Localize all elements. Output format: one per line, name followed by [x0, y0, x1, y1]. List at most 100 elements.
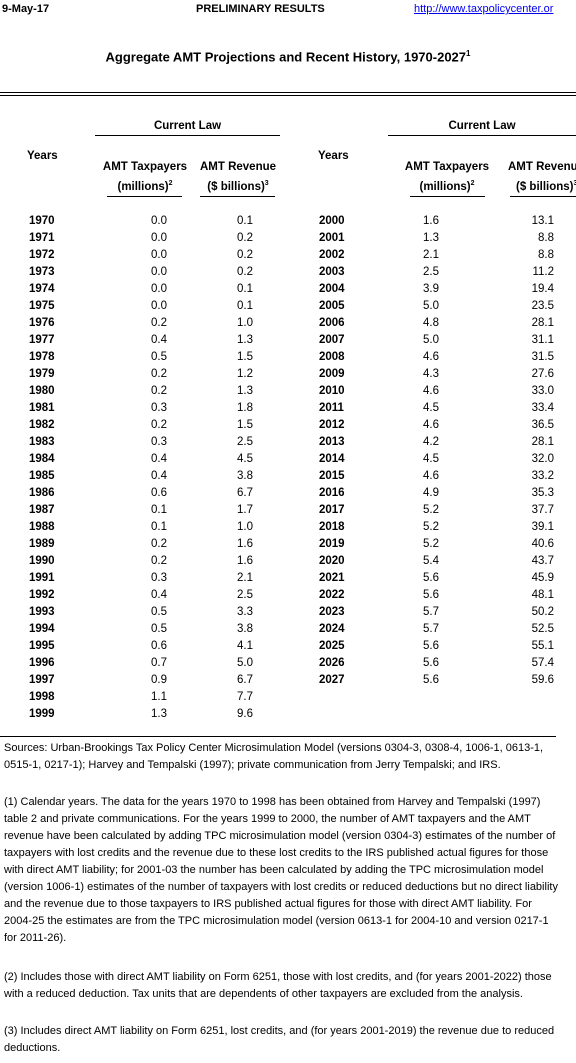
right-table-row: 2009 4.3 27.6: [0, 368, 576, 385]
right-year-cell: 2021: [319, 572, 345, 584]
right-year-cell: 2004: [319, 283, 345, 295]
right-revenue-cell: 28.1: [531, 436, 554, 448]
left-revenue-cell: 3.8: [237, 623, 253, 635]
right-taxpayers-cell: 4.9: [423, 487, 439, 499]
right-revenue-cell: 48.1: [531, 589, 554, 601]
left-table-row: 1997 0.9 6.7: [0, 674, 576, 691]
report-date: 9-May-17: [2, 3, 50, 15]
right-taxpayers-cell: 5.2: [423, 521, 439, 533]
right-year-cell: 2006: [319, 317, 345, 329]
right-table-row: 2018 5.2 39.1: [0, 521, 576, 538]
footnote-3: (3) Includes direct AMT liability on For…: [4, 1025, 555, 1054]
right-taxpayers-cell: 2.5: [423, 266, 439, 278]
left-revenue-header-2: ($ billions)3: [193, 180, 283, 193]
right-revenue-cell: 28.1: [531, 317, 554, 329]
right-taxpayers-cell: 4.3: [423, 368, 439, 380]
right-group-label: Current Law: [448, 120, 516, 132]
left-taxpayers-footnote: 2: [168, 180, 173, 187]
left-taxpayers-cell: 0.0: [151, 283, 167, 295]
right-revenue-cell: 27.6: [531, 368, 554, 380]
top-rule: [0, 92, 576, 93]
right-years-label: Years: [318, 150, 349, 162]
right-group-rule: [388, 135, 576, 136]
left-table-row: 1986 0.6 6.7: [0, 487, 576, 504]
left-table-row: 1995 0.6 4.1: [0, 640, 576, 657]
left-year-cell: 1979: [29, 368, 55, 380]
right-table-row: 2014 4.5 32.0: [0, 453, 576, 470]
right-taxpayers-rule: [410, 196, 485, 197]
right-revenue-cell: 50.2: [531, 606, 554, 618]
left-revenue-cell: 6.7: [237, 674, 253, 686]
right-revenue-cell: 31.1: [531, 334, 554, 346]
right-year-cell: 2015: [319, 470, 345, 482]
bottom-rule: [0, 736, 556, 737]
left-table-row: 1977 0.4 1.3: [0, 334, 576, 351]
left-taxpayers-cell: 1.1: [151, 691, 167, 703]
right-year-cell: 2027: [319, 674, 345, 686]
right-revenue-rule: [510, 196, 576, 197]
left-table-row: 1972 0.0 0.2: [0, 249, 576, 266]
page-title: Aggregate AMT Projections and Recent His…: [0, 49, 576, 64]
right-year-cell: 2013: [319, 436, 345, 448]
right-taxpayers-cell: 5.7: [423, 606, 439, 618]
right-table-row: 2023 5.7 50.2: [0, 606, 576, 623]
left-year-cell: 1997: [29, 674, 55, 686]
left-group-label: Current Law: [153, 120, 222, 132]
right-table-row: 2024 5.7 52.5: [0, 623, 576, 640]
left-revenue-cell: 0.1: [237, 215, 253, 227]
left-year-cell: 1985: [29, 470, 55, 482]
right-revenue-cell: 37.7: [531, 504, 554, 516]
right-table-row: 2022 5.6 48.1: [0, 589, 576, 606]
left-revenue-cell: 1.5: [237, 419, 253, 431]
right-revenue-cell: 33.2: [531, 470, 554, 482]
left-year-cell: 1986: [29, 487, 55, 499]
right-revenue-cell: 57.4: [531, 657, 554, 669]
right-taxpayers-cell: 4.5: [423, 453, 439, 465]
left-taxpayers-cell: 0.2: [151, 317, 167, 329]
left-year-cell: 1980: [29, 385, 55, 397]
left-taxpayers-cell: 0.4: [151, 334, 167, 346]
left-revenue-cell: 1.0: [237, 317, 253, 329]
right-taxpayers-cell: 1.6: [423, 215, 439, 227]
right-taxpayers-cell: 4.6: [423, 385, 439, 397]
left-revenue-cell: 2.5: [237, 589, 253, 601]
right-taxpayers-cell: 4.6: [423, 419, 439, 431]
right-year-cell: 2018: [319, 521, 345, 533]
left-revenue-cell: 0.2: [237, 232, 253, 244]
right-taxpayers-cell: 5.2: [423, 504, 439, 516]
left-taxpayers-cell: 0.3: [151, 402, 167, 414]
right-revenue-cell: 59.6: [531, 674, 554, 686]
right-taxpayers-unit: (millions): [419, 180, 471, 193]
left-table-row: 1989 0.2 1.6: [0, 538, 576, 555]
right-year-cell: 2019: [319, 538, 345, 550]
left-taxpayers-header-2: (millions)2: [100, 180, 190, 193]
source-link[interactable]: http://www.taxpolicycenter.or: [414, 3, 554, 15]
left-taxpayers-cell: 0.0: [151, 249, 167, 261]
right-taxpayers-cell: 4.8: [423, 317, 439, 329]
sources-note: Sources: Urban-Brookings Tax Policy Cent…: [4, 742, 544, 771]
left-year-cell: 1981: [29, 402, 55, 414]
right-taxpayers-cell: 5.0: [423, 334, 439, 346]
right-revenue-cell: 19.4: [531, 283, 554, 295]
left-revenue-cell: 4.5: [237, 453, 253, 465]
right-year-cell: 2016: [319, 487, 345, 499]
right-year-cell: 2005: [319, 300, 345, 312]
left-revenue-unit: ($ billions): [207, 180, 265, 193]
right-table-row: 2015 4.6 33.2: [0, 470, 576, 487]
left-taxpayers-cell: 0.5: [151, 606, 167, 618]
left-table-row: 1993 0.5 3.3: [0, 606, 576, 623]
left-table-row: 1974 0.0 0.1: [0, 283, 576, 300]
right-revenue-cell: 39.1: [531, 521, 554, 533]
right-taxpayers-cell: 5.6: [423, 674, 439, 686]
left-year-cell: 1976: [29, 317, 55, 329]
left-revenue-cell: 1.5: [237, 351, 253, 363]
left-table-row: 1985 0.4 3.8: [0, 470, 576, 487]
left-table-row: 1996 0.7 5.0: [0, 657, 576, 674]
right-revenue-cell: 8.8: [538, 249, 554, 261]
left-revenue-rule: [200, 196, 275, 197]
left-taxpayers-cell: 0.0: [151, 266, 167, 278]
left-revenue-cell: 0.2: [237, 249, 253, 261]
left-year-cell: 1972: [29, 249, 55, 261]
right-taxpayers-cell: 5.2: [423, 538, 439, 550]
left-year-cell: 1994: [29, 623, 55, 635]
